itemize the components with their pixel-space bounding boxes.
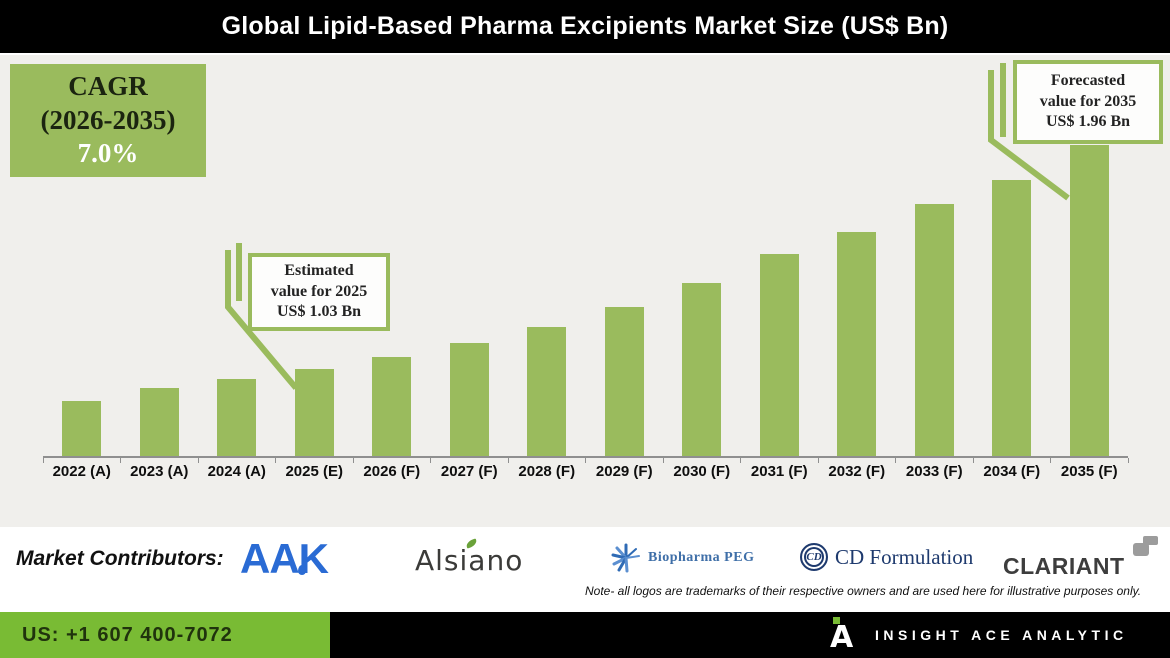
aak-logo: AAK (240, 535, 329, 583)
x-axis-label: 2035 (F) (1060, 463, 1118, 480)
cd-formulation-logo-text: CD Formulation (835, 544, 974, 569)
estimated-callout-value: US$ 1.03 Bn (276, 303, 362, 321)
biopharma-peg-logo: Biopharma PEG (610, 542, 754, 574)
footer-phone-block: US: +1 607 400-7072 (0, 612, 330, 658)
x-axis-tick (507, 458, 509, 463)
aak-logo-text: AAK (240, 535, 329, 582)
forecast-callout-line1: Forecasted (1050, 71, 1126, 89)
forecast-callout-value: US$ 1.96 Bn (1045, 113, 1131, 131)
x-axis-tick (120, 458, 122, 463)
bar-2025 (294, 369, 334, 456)
x-axis-tick (585, 458, 587, 463)
x-axis-label: 2024 (A) (207, 463, 266, 480)
insight-ace-a-glyph: A (830, 620, 854, 655)
biopharma-logo-text: Biopharma PEG (648, 550, 755, 565)
estimated-callout-line2: value for 2025 (270, 282, 368, 300)
bar-2034 (992, 180, 1031, 456)
x-axis-tick (430, 458, 432, 463)
bars-layer (0, 55, 1170, 527)
bar-2026 (372, 357, 411, 456)
bar-2028 (527, 327, 566, 456)
aak-droplet-icon (298, 565, 306, 575)
bar-2023 (139, 388, 179, 456)
alsiano-logo: Alsiano (415, 538, 524, 577)
x-axis-label: 2033 (F) (905, 463, 963, 480)
x-axis-tick (662, 458, 664, 463)
bar-2029 (604, 307, 644, 456)
x-axis-label: 2026 (F) (363, 463, 421, 480)
cagr-period: (2026-2035) (40, 104, 176, 135)
estimated-value-callout: Estimated value for 2025 US$ 1.03 Bn (248, 253, 390, 331)
chart-area: CAGR (2026-2035) 7.0% 2022 (A) 2023 (A) 20… (0, 55, 1170, 527)
x-axis-label: 2031 (F) (750, 463, 808, 480)
contributors-strip: Market Contributors: AAK Alsiano (0, 527, 1170, 612)
insight-ace-logo-icon: A (830, 614, 860, 656)
footer-brand-block: A INSIGHT ACE ANALYTIC (330, 612, 1170, 658)
market-contributors-label: Market Contributors: (16, 547, 224, 570)
x-axis-label: 2029 (F) (595, 463, 653, 480)
x-axis-label: 2028 (F) (518, 463, 576, 480)
x-axis-label: 2027 (F) (440, 463, 498, 480)
cagr-label: CAGR (68, 70, 148, 101)
x-axis-label: 2025 (E) (285, 463, 344, 480)
alsiano-logo-text: Alsiano (415, 544, 524, 577)
cagr-value: 7.0% (77, 138, 139, 169)
estimated-callout-line1: Estimated (284, 261, 354, 279)
title-bar: Global Lipid-Based Pharma Excipients Mar… (0, 0, 1170, 53)
cd-formulation-logo: CD CD Formulation (800, 543, 973, 571)
x-axis-line (43, 456, 1128, 458)
bar-2024 (217, 379, 256, 456)
clariant-logo-text: CLARIANT (1003, 553, 1125, 579)
x-axis-label: 2023 (A) (130, 463, 189, 480)
x-axis-label: 2030 (F) (673, 463, 731, 480)
bar-2030 (682, 283, 721, 456)
page-title: Global Lipid-Based Pharma Excipients Mar… (221, 12, 949, 40)
cagr-badge: CAGR (2026-2035) 7.0% (10, 64, 206, 177)
x-axis-label: 2034 (F) (983, 463, 1041, 480)
phone-number: US: +1 607 400-7072 (22, 623, 233, 646)
clariant-logo: CLARIANT (1003, 553, 1125, 580)
bar-2032 (837, 232, 876, 456)
x-axis-tick (972, 458, 974, 463)
cd-badge-icon: CD (800, 543, 828, 571)
x-axis-tick (1050, 458, 1052, 463)
insight-ace-green-square (833, 617, 840, 624)
clariant-square-icon (1133, 536, 1158, 556)
trademark-note: Note- all logos are trademarks of their … (585, 584, 1142, 598)
forecast-callout-line2: value for 2035 (1039, 92, 1137, 110)
x-axis-tick (817, 458, 819, 463)
x-axis-tick (275, 458, 277, 463)
bar-2035 (1069, 145, 1109, 456)
footer-bar: US: +1 607 400-7072 A INSIGHT ACE ANALYT… (0, 612, 1170, 658)
bar-2033 (914, 204, 954, 456)
x-axis-label: 2022 (A) (52, 463, 111, 480)
x-axis-tick (1127, 458, 1129, 463)
bar-2022 (62, 401, 101, 456)
x-axis-tick (197, 458, 199, 463)
x-axis-label: 2032 (F) (828, 463, 886, 480)
brand-name: INSIGHT ACE ANALYTIC (875, 627, 1128, 643)
forecast-value-callout: Forecasted value for 2035 US$ 1.96 Bn (1013, 60, 1163, 144)
x-axis-tick (740, 458, 742, 463)
bar-2031 (759, 254, 799, 456)
x-axis-tick (42, 458, 44, 463)
x-axis-tick (895, 458, 897, 463)
bar-2027 (449, 343, 489, 456)
biopharma-starburst-icon (611, 543, 640, 573)
x-axis-tick (352, 458, 354, 463)
